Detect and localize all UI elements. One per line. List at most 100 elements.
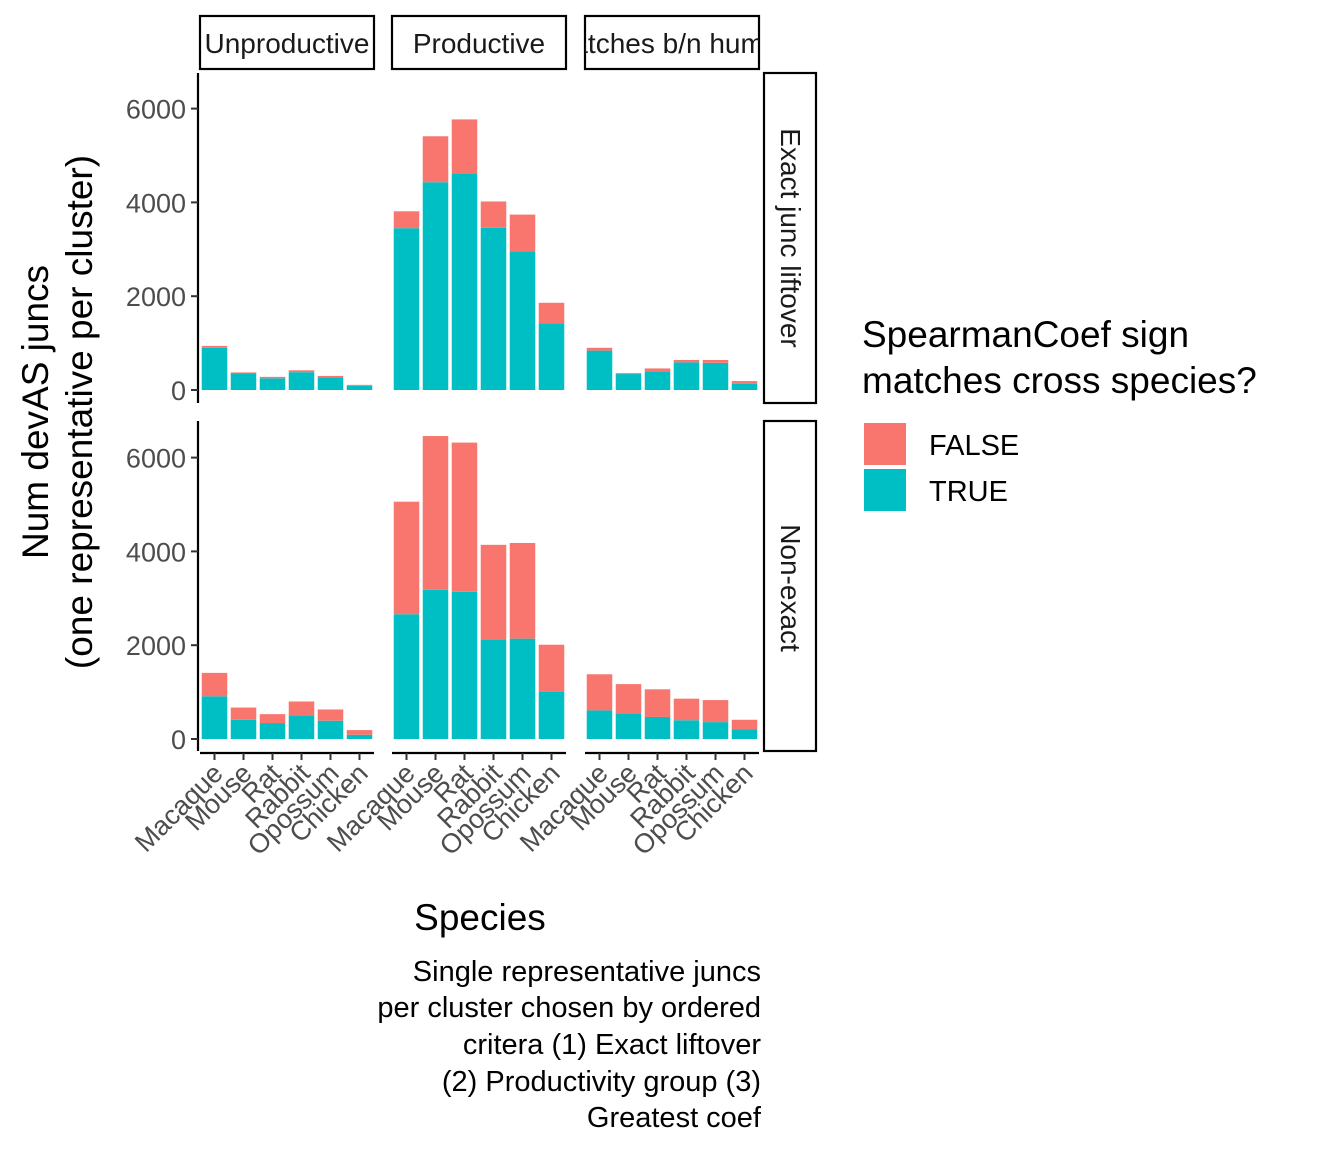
bar-r1-c1-rabbit-true <box>480 639 507 739</box>
caption-line-5: Greatest coef <box>587 1102 762 1134</box>
strip-label-unproductive: Unproductive <box>205 28 370 59</box>
bar-r1-c1-opossum-false <box>509 542 536 639</box>
bar-r1-c2-chicken-true <box>731 729 758 739</box>
bar-r0-c0-mouse-false <box>230 372 257 374</box>
strip-label-matches: Matches b/n human <box>549 28 795 59</box>
y-tick-labels: 0 2000 4000 6000 0 2000 4000 6000 <box>126 95 186 755</box>
bar-r0-c0-rat-true <box>259 378 286 390</box>
bar-r1-c1-rabbit-false <box>480 544 507 640</box>
bar-r0-c1-chicken-true <box>538 323 565 390</box>
strip-label-exact-junc-liftover: Exact junc liftover <box>775 128 806 347</box>
legend: SpearmanCoef sign matches cross species?… <box>862 314 1257 511</box>
strip-label-non-exact: Non-exact <box>775 524 806 652</box>
bar-r1-c0-mouse-true <box>230 719 257 739</box>
strip-box-col-2 <box>583 14 761 71</box>
bar-r1-c2-macaque-true <box>586 710 613 739</box>
bar-r0-c1-rat-true <box>451 173 478 390</box>
bar-r1-c2-rabbit-false <box>673 698 700 721</box>
bar-r1-c2-mouse-true <box>615 713 642 739</box>
bar-r0-c1-rabbit-false <box>480 201 507 228</box>
strip-box-row-1 <box>762 419 818 753</box>
bar-r0-c0-rabbit-true <box>288 372 315 390</box>
strip-box-col-1 <box>390 14 568 71</box>
bar-r1-c1-mouse-false <box>422 436 449 590</box>
bar-r1-c0-rabbit-true <box>288 716 315 739</box>
bar-r1-c2-macaque-false <box>586 674 613 711</box>
y-tick-label-row-0: 0 <box>171 376 186 406</box>
bar-r1-c1-chicken-false <box>538 644 565 692</box>
bar-r0-c2-macaque-false <box>586 347 613 351</box>
bar-r0-c2-chicken-false <box>731 381 758 384</box>
bar-r1-c2-opossum-false <box>702 700 729 723</box>
bar-r1-c1-macaque-false <box>393 501 420 615</box>
bar-r1-c0-opossum-false <box>317 709 344 721</box>
bar-r0-c0-opossum-false <box>317 375 344 378</box>
bar-r0-c2-mouse-true <box>615 374 642 390</box>
bar-r0-c1-rabbit-true <box>480 227 507 390</box>
bar-r0-c1-opossum-false <box>509 214 536 252</box>
y-tick-label-row-1: 6000 <box>126 444 186 474</box>
caption-line-1: Single representative juncs <box>413 956 761 988</box>
bar-r0-c1-macaque-false <box>393 211 420 229</box>
legend-title-line-1: SpearmanCoef sign <box>862 314 1189 355</box>
bar-r0-c2-opossum-true <box>702 362 729 390</box>
legend-title-line-2: matches cross species? <box>862 360 1257 401</box>
bar-r1-c2-rabbit-true <box>673 720 700 739</box>
bar-r0-c0-chicken-false <box>346 384 373 386</box>
caption-line-4: (2) Productivity group (3) <box>442 1066 761 1098</box>
bar-r0-c2-rat-true <box>644 371 671 390</box>
bar-r0-c2-chicken-true <box>731 383 758 390</box>
bar-r0-c2-opossum-false <box>702 359 729 363</box>
bar-r1-c1-rat-false <box>451 442 478 592</box>
legend-label-true: TRUE <box>929 476 1008 508</box>
bar-r1-c2-rat-true <box>644 716 671 739</box>
bar-r0-c1-mouse-false <box>422 136 449 183</box>
bar-r1-c0-mouse-false <box>230 707 257 720</box>
legend-key-false <box>864 423 906 465</box>
bar-r0-c2-mouse-false <box>615 373 642 375</box>
bar-r1-c2-mouse-false <box>615 684 642 714</box>
bar-r0-c1-rat-false <box>451 119 478 174</box>
bar-r1-c2-opossum-true <box>702 722 729 739</box>
y-axis-title-line-1: Num devAS juncs <box>15 265 56 559</box>
caption-line-3: critera (1) Exact liftover <box>463 1029 761 1061</box>
bar-r0-c2-macaque-true <box>586 350 613 390</box>
bar-r0-c2-rat-false <box>644 368 671 372</box>
y-tick-label-row-0: 4000 <box>126 188 186 218</box>
bar-r1-c0-macaque-false <box>201 672 228 697</box>
x-tick-labels: MacaqueMouseRatRabbitOpossumChickenMacaq… <box>129 758 759 861</box>
row-strips: Exact junc liftover Non-exact <box>762 71 818 753</box>
y-tick-label-row-1: 2000 <box>126 631 186 661</box>
bar-r1-c0-macaque-true <box>201 696 228 739</box>
column-strips: Unproductive Productive Matches b/n huma… <box>198 14 795 71</box>
bar-r1-c0-opossum-true <box>317 720 344 739</box>
bar-r0-c0-rabbit-false <box>288 370 315 373</box>
y-axis-title-line-2: (one representative per cluster) <box>59 155 100 669</box>
bar-r1-c0-rat-true <box>259 723 286 739</box>
legend-label-false: FALSE <box>929 430 1019 462</box>
caption-line-2: per cluster chosen by ordered <box>377 992 761 1024</box>
axes <box>191 73 759 760</box>
bar-r0-c0-opossum-true <box>317 377 344 390</box>
bar-r0-c1-macaque-true <box>393 228 420 390</box>
bar-r0-c1-chicken-false <box>538 302 565 324</box>
bar-r0-c1-opossum-true <box>509 251 536 390</box>
bar-r0-c1-mouse-true <box>422 182 449 390</box>
bar-r1-c0-rat-false <box>259 714 286 724</box>
bar-r0-c0-mouse-true <box>230 373 257 390</box>
strip-box-row-0 <box>762 71 818 405</box>
y-tick-label-row-0: 6000 <box>126 95 186 125</box>
y-tick-label-row-1: 4000 <box>126 537 186 567</box>
bar-r1-c1-opossum-true <box>509 638 536 739</box>
bar-r1-c0-rabbit-false <box>288 701 315 717</box>
caption: Single representative juncs per cluster … <box>377 956 762 1134</box>
y-axis-title: Num devAS juncs (one representative per … <box>15 155 100 669</box>
bar-r0-c0-rat-false <box>259 376 286 379</box>
bar-r0-c0-chicken-true <box>346 385 373 390</box>
strip-label-productive: Productive <box>413 28 545 59</box>
legend-key-true <box>864 469 906 511</box>
bar-r0-c0-macaque-false <box>201 345 228 348</box>
bar-r1-c0-chicken-false <box>346 730 373 735</box>
y-tick-label-row-1: 0 <box>171 725 186 755</box>
bar-marks <box>201 119 758 739</box>
